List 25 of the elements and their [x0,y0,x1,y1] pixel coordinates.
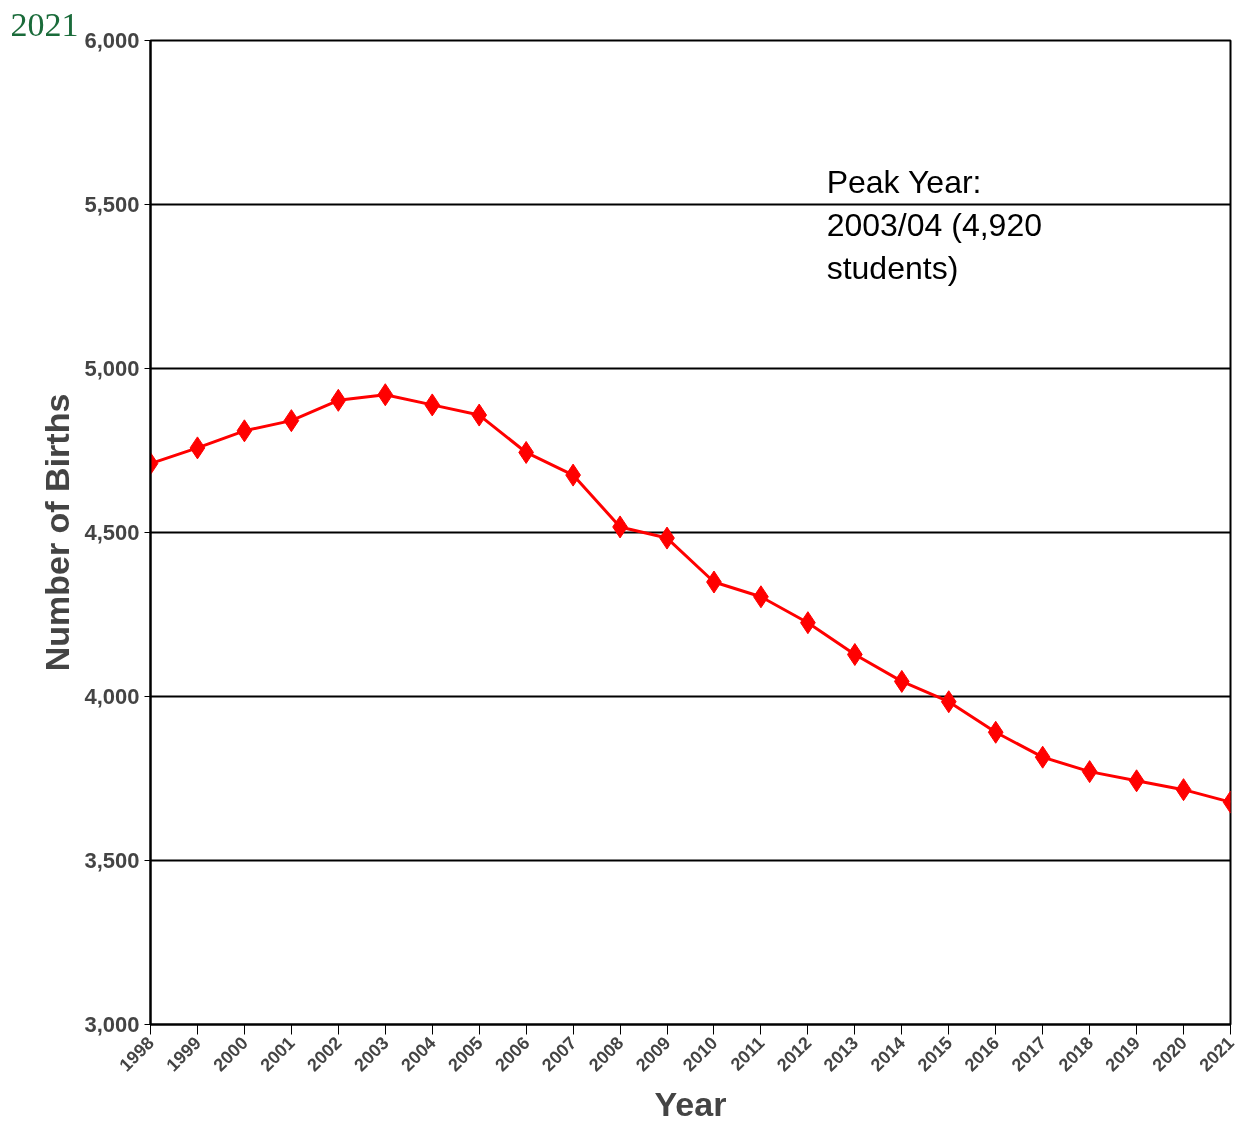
point [377,383,394,407]
point [987,720,1004,744]
point [330,388,347,412]
point [283,409,300,433]
point [1081,760,1098,784]
y-tick-label: 5,500 [84,192,140,217]
y-tick-label: 6,000 [84,28,140,53]
point [1175,778,1192,802]
y-tick-label: 4,500 [84,520,140,545]
y-tick-label: 4,000 [84,684,140,709]
y-tick-label: 3,500 [84,848,140,873]
annotation: Peak Year: 2003/04 (4,920 students) [826,164,1042,287]
point [471,403,488,427]
y-axis-title: Number of Births [38,393,77,672]
y-tick-label: 5,000 [84,356,140,381]
point [940,690,957,714]
text: 2021 [10,5,79,43]
y-tick-label: 3,000 [84,1012,140,1037]
point [893,669,910,693]
point [1128,769,1145,793]
x-axis-title: Year [654,1085,727,1123]
point [1034,745,1051,769]
point [236,419,253,443]
point [424,393,441,417]
point [189,436,206,460]
